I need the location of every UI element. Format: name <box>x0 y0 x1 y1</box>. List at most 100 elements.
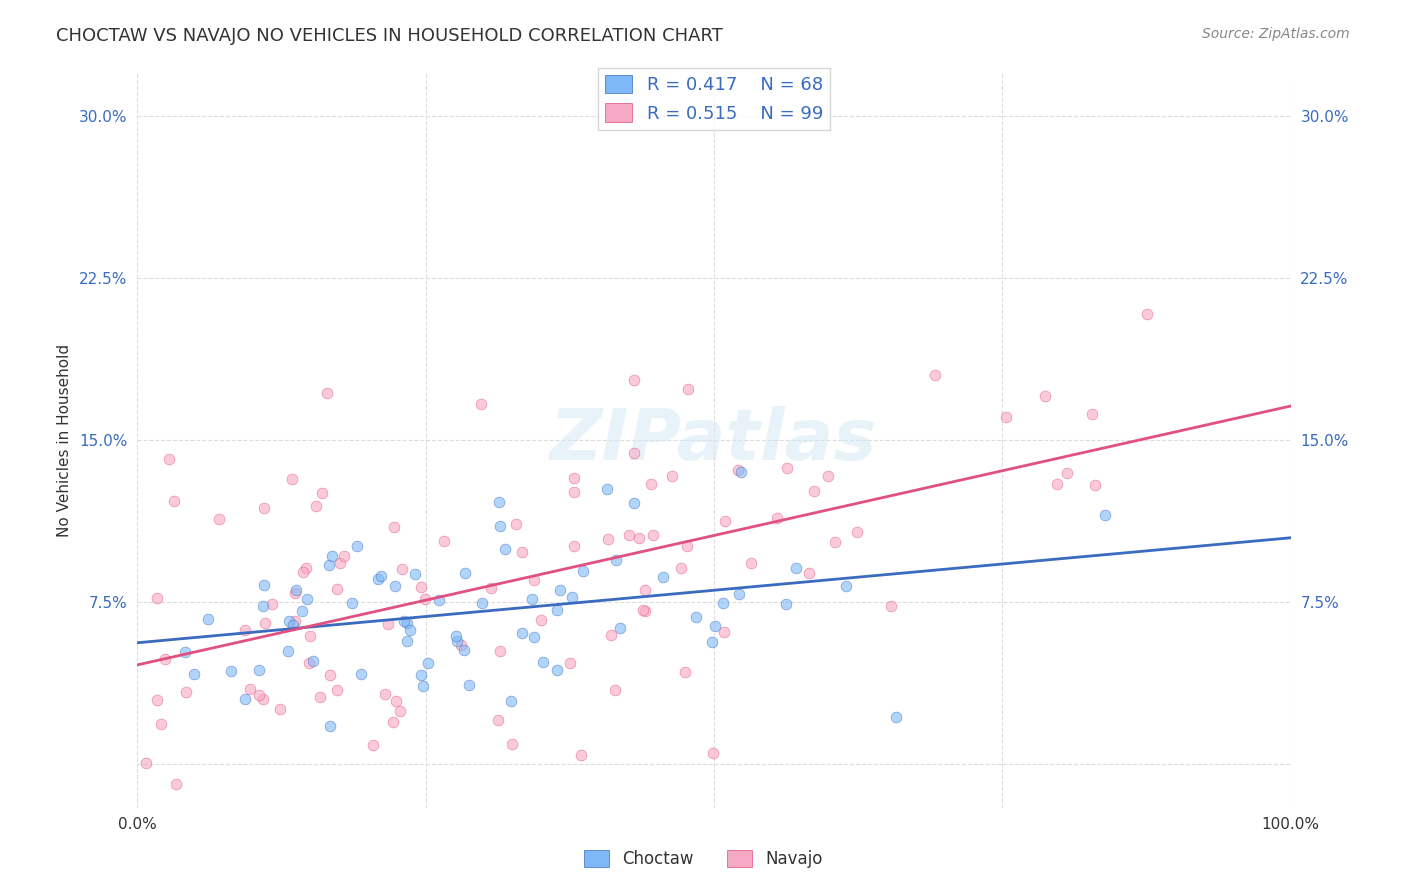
Choctaw <box>730 465 752 479</box>
Choctaw <box>685 610 707 624</box>
Navajo <box>284 615 307 629</box>
Choctaw <box>253 577 276 591</box>
Navajo <box>489 644 512 658</box>
Choctaw <box>785 561 807 575</box>
Choctaw <box>284 582 307 597</box>
Choctaw <box>605 553 627 567</box>
Legend: R = 0.417    N = 68, R = 0.515    N = 99: R = 0.417 N = 68, R = 0.515 N = 99 <box>598 68 830 129</box>
Navajo <box>316 386 339 401</box>
Navajo <box>470 397 492 411</box>
Navajo <box>562 484 585 499</box>
Navajo <box>308 690 330 704</box>
Navajo <box>824 534 846 549</box>
Navajo <box>727 463 749 477</box>
Choctaw <box>277 644 299 658</box>
Choctaw <box>489 519 512 533</box>
Navajo <box>382 519 405 533</box>
Navajo <box>924 368 946 383</box>
Choctaw <box>183 667 205 681</box>
Legend: Choctaw, Navajo: Choctaw, Navajo <box>576 843 830 875</box>
Navajo <box>1136 307 1159 321</box>
Choctaw <box>1094 508 1116 522</box>
Choctaw <box>533 655 555 669</box>
Navajo <box>163 493 186 508</box>
Navajo <box>432 534 454 549</box>
Choctaw <box>488 495 510 509</box>
Choctaw <box>247 663 270 677</box>
Navajo <box>617 528 640 542</box>
Choctaw <box>572 565 595 579</box>
Choctaw <box>700 635 723 649</box>
Navajo <box>634 582 657 597</box>
Navajo <box>766 511 789 525</box>
Choctaw <box>501 694 523 708</box>
Navajo <box>311 486 333 500</box>
Navajo <box>157 452 180 467</box>
Choctaw <box>453 642 475 657</box>
Navajo <box>530 613 553 627</box>
Navajo <box>714 514 737 528</box>
Text: Source: ZipAtlas.com: Source: ZipAtlas.com <box>1202 27 1350 41</box>
Navajo <box>135 756 157 770</box>
Navajo <box>260 597 283 611</box>
Choctaw <box>884 710 907 724</box>
Navajo <box>598 533 620 547</box>
Navajo <box>558 656 581 670</box>
Navajo <box>281 473 304 487</box>
Navajo <box>603 682 626 697</box>
Navajo <box>374 687 396 701</box>
Navajo <box>165 777 187 791</box>
Navajo <box>505 517 527 532</box>
Navajo <box>149 717 172 731</box>
Choctaw <box>471 596 494 610</box>
Navajo <box>1084 477 1107 491</box>
Navajo <box>304 499 326 513</box>
Navajo <box>413 592 436 607</box>
Navajo <box>253 615 276 630</box>
Text: CHOCTAW VS NAVAJO NO VEHICLES IN HOUSEHOLD CORRELATION CHART: CHOCTAW VS NAVAJO NO VEHICLES IN HOUSEHO… <box>56 27 723 45</box>
Text: ZIPatlas: ZIPatlas <box>550 406 877 475</box>
Navajo <box>145 693 167 707</box>
Navajo <box>284 586 307 600</box>
Navajo <box>643 527 665 541</box>
Y-axis label: No Vehicles in Household: No Vehicles in Household <box>58 344 72 537</box>
Navajo <box>676 539 699 553</box>
Navajo <box>450 639 472 653</box>
Navajo <box>845 524 868 539</box>
Choctaw <box>392 614 415 628</box>
Navajo <box>623 373 645 387</box>
Navajo <box>298 656 321 670</box>
Navajo <box>702 746 724 760</box>
Navajo <box>153 652 176 666</box>
Choctaw <box>458 678 481 692</box>
Choctaw <box>446 634 468 648</box>
Choctaw <box>384 579 406 593</box>
Choctaw <box>301 654 323 668</box>
Navajo <box>713 625 735 640</box>
Navajo <box>252 691 274 706</box>
Choctaw <box>546 602 568 616</box>
Choctaw <box>609 621 631 635</box>
Choctaw <box>704 618 727 632</box>
Navajo <box>740 556 762 570</box>
Navajo <box>381 714 404 729</box>
Navajo <box>299 629 322 643</box>
Navajo <box>817 469 839 483</box>
Navajo <box>523 574 546 588</box>
Navajo <box>253 501 276 516</box>
Navajo <box>673 665 696 680</box>
Navajo <box>146 591 169 605</box>
Choctaw <box>596 482 619 496</box>
Navajo <box>1081 407 1104 421</box>
Choctaw <box>174 645 197 659</box>
Navajo <box>389 704 412 718</box>
Navajo <box>377 616 399 631</box>
Choctaw <box>523 630 546 644</box>
Navajo <box>1033 389 1056 403</box>
Navajo <box>239 682 262 697</box>
Choctaw <box>370 569 392 583</box>
Choctaw <box>651 570 673 584</box>
Choctaw <box>510 625 533 640</box>
Navajo <box>325 683 347 698</box>
Choctaw <box>346 539 368 553</box>
